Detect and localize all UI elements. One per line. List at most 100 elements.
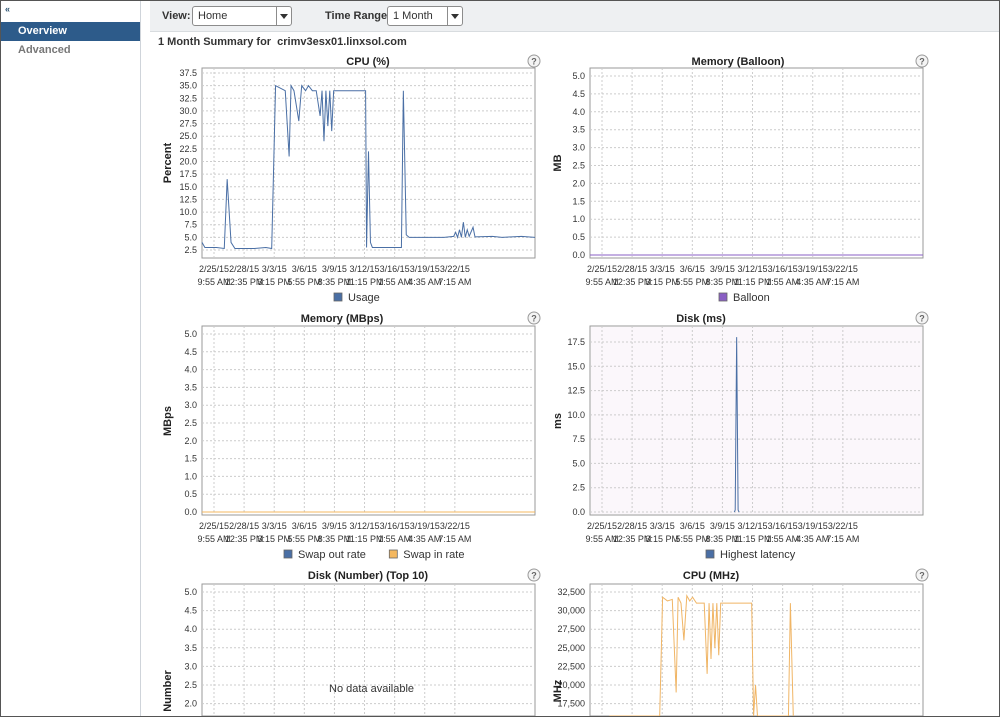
legend-swatch <box>705 549 715 559</box>
legend-label: Swap out rate <box>298 549 366 561</box>
chart-title: Disk (Number) (Top 10) <box>308 570 429 582</box>
y-tick-label: 12.5 <box>567 386 585 396</box>
x-tick-date: 3/22/15 <box>828 521 858 531</box>
chevron-down-icon[interactable] <box>447 7 462 25</box>
chart-1: 2.5 5.0 7.5 10.0 12.5 15.0 17.5 20.0 22.5 25.0 27.… <box>162 54 541 304</box>
x-tick-time: 1:55 AM <box>766 534 799 544</box>
x-tick-date: 2/25/15 <box>199 521 229 531</box>
x-tick-time: 9:55 AM <box>585 277 618 287</box>
x-tick-time: 4:35 AM <box>408 534 441 544</box>
plot-area <box>201 325 536 516</box>
sidebar-item-overview[interactable]: Overview <box>1 22 140 41</box>
help-icon[interactable]: ? <box>527 568 541 582</box>
y-tick-label: 3.0 <box>572 143 585 153</box>
x-tick-time: 3:15 PM <box>645 277 679 287</box>
y-axis-label: Number <box>162 670 174 712</box>
legend-label: Usage <box>348 292 380 304</box>
x-tick-time: 5:55 PM <box>676 534 710 544</box>
y-axis-label: MHz <box>552 679 564 702</box>
chart-6: 17,500 20,000 22,500 25,000 27,500 30,000 32,5… <box>552 568 929 716</box>
x-tick-date: 3/19/15 <box>410 264 440 274</box>
y-tick-label: 3.0 <box>184 661 197 671</box>
x-tick-date: 2/28/15 <box>617 521 647 531</box>
x-tick-time: 4:35 AM <box>796 534 829 544</box>
y-tick-label: 32.5 <box>179 93 197 103</box>
y-tick-label: 25.0 <box>179 131 197 141</box>
x-tick-time: 11:15 PM <box>346 277 384 287</box>
y-tick-label: 2.0 <box>572 178 585 188</box>
sidebar-item-advanced[interactable]: Advanced <box>18 44 71 56</box>
x-tick-time: 8:35 PM <box>706 277 740 287</box>
help-icon[interactable]: ? <box>527 311 541 325</box>
x-tick-date: 3/12/15 <box>350 521 380 531</box>
x-tick-time: 12:35 PM <box>613 534 652 544</box>
y-tick-label: 2.5 <box>184 418 197 428</box>
time-range-select[interactable]: 1 Month <box>387 6 463 26</box>
y-tick-label: 2.5 <box>184 680 197 690</box>
x-tick-time: 5:55 PM <box>288 277 322 287</box>
x-tick-date: 3/16/15 <box>380 264 410 274</box>
x-tick-time: 7:15 AM <box>438 277 471 287</box>
x-tick-date: 3/3/15 <box>650 521 675 531</box>
x-tick-date: 2/28/15 <box>229 264 259 274</box>
x-tick-time: 7:15 AM <box>826 534 859 544</box>
plot-bg <box>591 327 922 514</box>
x-tick-time: 11:15 PM <box>346 534 384 544</box>
chart-title: Memory (Balloon) <box>692 56 785 68</box>
view-select-value: Home <box>198 10 228 22</box>
legend-swatch <box>283 549 293 559</box>
summary-heading: 1 Month Summary for crimv3esx01.linxsol.… <box>158 36 407 48</box>
y-tick-label: 2.5 <box>572 483 585 493</box>
y-tick-label: 5.0 <box>184 232 197 242</box>
y-tick-label: 17,500 <box>557 699 585 709</box>
x-tick-time: 4:35 AM <box>408 277 441 287</box>
x-tick-date: 3/16/15 <box>768 521 798 531</box>
y-tick-label: 0.0 <box>572 250 585 260</box>
help-icon[interactable]: ? <box>527 54 541 68</box>
y-tick-label: 10.0 <box>179 207 197 217</box>
y-tick-label: 20.0 <box>179 157 197 167</box>
x-tick-time: 1:55 AM <box>378 277 411 287</box>
x-tick-time: 12:35 PM <box>613 277 652 287</box>
y-axis-label: Percent <box>162 142 174 183</box>
y-tick-label: 22,500 <box>557 661 585 671</box>
x-tick-date: 3/6/15 <box>292 521 317 531</box>
chart-title: CPU (MHz) <box>683 570 740 582</box>
y-axis-label: MB <box>552 154 564 171</box>
collapse-sidebar-icon[interactable]: « <box>5 4 11 14</box>
y-tick-label: 0.0 <box>572 507 585 517</box>
x-tick-date: 2/28/15 <box>229 521 259 531</box>
x-tick-time: 9:55 AM <box>197 277 230 287</box>
series-line-1 <box>733 337 740 513</box>
chevron-down-icon[interactable] <box>276 7 291 25</box>
x-tick-date: 2/25/15 <box>199 264 229 274</box>
legend-label: Swap in rate <box>403 549 464 561</box>
y-tick-label: 37.5 <box>179 68 197 78</box>
x-tick-date: 3/12/15 <box>738 264 768 274</box>
help-icon[interactable]: ? <box>915 54 929 68</box>
x-tick-date: 2/25/15 <box>587 264 617 274</box>
y-tick-label: 4.5 <box>572 89 585 99</box>
x-tick-time: 5:55 PM <box>288 534 322 544</box>
svg-text:?: ? <box>531 57 537 67</box>
x-tick-time: 11:15 PM <box>734 534 772 544</box>
plot-area <box>589 67 924 259</box>
x-tick-time: 3:15 PM <box>257 534 291 544</box>
x-tick-date: 3/22/15 <box>440 264 470 274</box>
x-tick-time: 12:35 PM <box>225 534 264 544</box>
y-tick-label: 25,000 <box>557 643 585 653</box>
view-label: View: <box>162 10 191 22</box>
summary-prefix: 1 Month Summary for <box>158 36 272 48</box>
x-tick-date: 3/19/15 <box>798 264 828 274</box>
y-tick-label: 7.5 <box>572 434 585 444</box>
x-tick-time: 9:55 AM <box>197 534 230 544</box>
help-icon[interactable]: ? <box>915 568 929 582</box>
view-select[interactable]: Home <box>192 6 292 26</box>
y-tick-label: 27,500 <box>557 624 585 634</box>
svg-text:?: ? <box>919 57 925 67</box>
y-tick-label: 5.0 <box>572 71 585 81</box>
help-icon[interactable]: ? <box>915 311 929 325</box>
y-tick-label: 10.0 <box>567 410 585 420</box>
y-tick-label: 30.0 <box>179 106 197 116</box>
